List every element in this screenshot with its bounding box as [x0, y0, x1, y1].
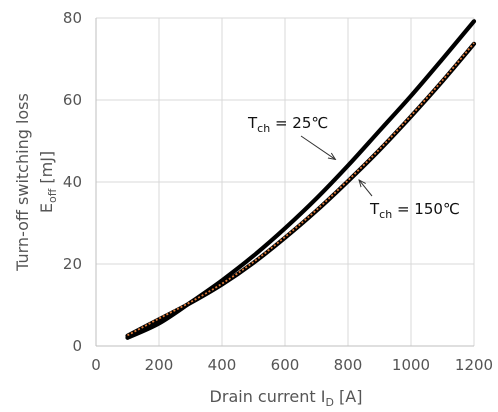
x-tick-label-1200: 1200 — [455, 356, 493, 374]
x-axis-title-main: Drain current I — [210, 387, 326, 406]
annotation-150-main: T — [369, 200, 380, 218]
x-axis-title-unit: [A] — [334, 387, 363, 406]
grid — [96, 17, 475, 346]
annotations: Tch = 25℃ Tch = 150℃ — [247, 114, 460, 221]
y-axis-title-sub: off — [46, 188, 59, 203]
x-tick-label-1000: 1000 — [392, 356, 430, 374]
y-axis-title-unit: [mJ] — [37, 151, 56, 189]
x-tick-label-0: 0 — [91, 356, 101, 374]
annotation-150-rest: = 150℃ — [392, 200, 460, 218]
y-tick-label-40: 40 — [63, 173, 82, 191]
annotation-150-sub: ch — [379, 208, 392, 221]
series-line-0 — [125, 19, 477, 340]
annotation-25-sub: ch — [257, 122, 270, 135]
x-tick-label-800: 800 — [334, 356, 363, 374]
y-axis-title-line1: Turn-off switching loss — [13, 93, 32, 272]
x-tick-label-400: 400 — [208, 356, 237, 374]
series-line-2 — [127, 42, 475, 337]
annotation-label-25: Tch = 25℃ — [247, 114, 328, 135]
y-axis-title: Turn-off switching loss — [13, 93, 32, 272]
annotation-arrow-1 — [359, 180, 373, 197]
y-tick-label-20: 20 — [63, 255, 82, 273]
x-axis-title: Drain current ID [A] — [210, 387, 363, 409]
annotation-arrow-0 — [300, 135, 335, 159]
annotation-25-main: T — [247, 114, 258, 132]
x-axis-title-sub: D — [325, 396, 333, 409]
x-tick-label-200: 200 — [145, 356, 174, 374]
series — [125, 19, 477, 340]
axes — [95, 18, 474, 347]
series-line-1 — [125, 41, 477, 338]
y-tick-label-80: 80 — [63, 9, 82, 27]
y-tick-label-60: 60 — [63, 91, 82, 109]
annotation-label-150: Tch = 150℃ — [369, 200, 460, 221]
y-tick-label-0: 0 — [72, 337, 82, 355]
tick-labels: 0 200 400 600 800 1000 1200 0 20 40 60 80 — [63, 9, 493, 374]
annotation-25-rest: = 25℃ — [270, 114, 328, 132]
y-axis-title-main: E — [37, 203, 56, 213]
x-tick-label-600: 600 — [271, 356, 300, 374]
y-axis-title-line2: Eoff [mJ] — [37, 151, 59, 213]
